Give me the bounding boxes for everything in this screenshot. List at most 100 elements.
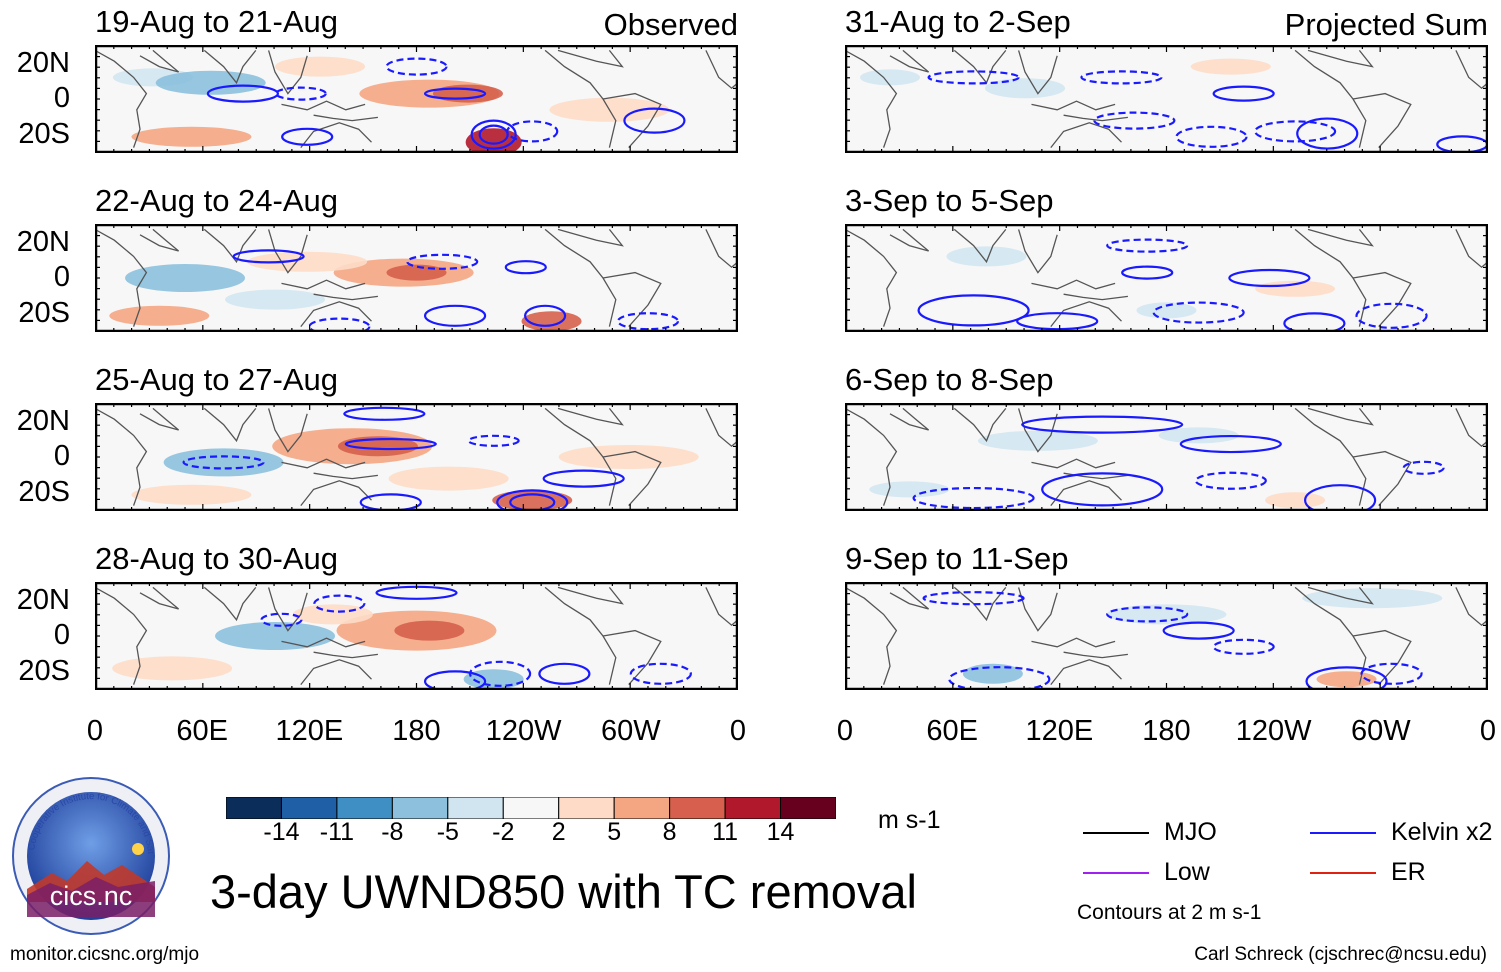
colorbar-tick-label: 11: [712, 818, 739, 846]
kelvin-contour: [506, 120, 559, 143]
coastline: [1017, 50, 1058, 95]
coastline: [313, 114, 378, 122]
coastline: [1352, 450, 1412, 507]
kelvin-contour: [1296, 117, 1359, 150]
coastline: [602, 450, 662, 507]
anomaly-shading: [1106, 604, 1227, 625]
latitude-label: 20N: [16, 405, 70, 437]
colorbar-swatch: [336, 797, 393, 819]
kelvin-contour: [1355, 302, 1428, 329]
coastline: [845, 49, 898, 148]
latitude-label: 20S: [18, 118, 70, 150]
colorbar: [226, 797, 836, 819]
kelvin-contour: [616, 312, 680, 331]
longitude-label: 60W: [1351, 715, 1411, 747]
coastline: [1063, 651, 1128, 659]
map-plot: [845, 224, 1488, 332]
coastline: [1050, 301, 1122, 328]
kelvin-contour: [1121, 265, 1174, 280]
anomaly-shading: [1158, 427, 1239, 444]
kelvin-contour: [1254, 120, 1337, 143]
kelvin-contour: [917, 294, 1030, 327]
coastline: [1294, 407, 1367, 506]
kelvin-contour: [1016, 312, 1099, 331]
anomaly-shading: [558, 445, 699, 469]
legend-label: Low: [1164, 858, 1210, 886]
kelvin-contour: [406, 253, 479, 270]
longitude-label: 120E: [275, 715, 344, 747]
kelvin-contour: [1305, 666, 1388, 690]
kelvin-contour: [538, 662, 591, 685]
anomaly-shading: [1302, 588, 1443, 609]
legend-note: Contours at 2 m s-1: [1077, 901, 1262, 924]
coastline: [1017, 587, 1058, 632]
anomaly-shading: [492, 490, 573, 511]
coastline: [557, 407, 624, 426]
coastline: [313, 651, 378, 659]
coastline: [889, 586, 930, 610]
kelvin-contour: [281, 127, 334, 146]
colorbar-tick-label: -11: [319, 818, 355, 846]
panel-title: 6-Sep to 8-Sep: [845, 362, 1054, 397]
anomaly-shading: [112, 656, 233, 681]
kelvin-contour: [1080, 70, 1163, 85]
coastline: [1017, 229, 1058, 274]
latitude-label: 0: [53, 261, 70, 293]
main-title: 3-day UWND850 with TC removal: [210, 865, 917, 918]
colorbar-swatch: [613, 797, 671, 819]
longitude-label: 180: [392, 715, 441, 747]
kelvin-contour: [1162, 621, 1235, 640]
kelvin-contour: [478, 124, 509, 145]
coastline: [203, 49, 257, 85]
map-panel: [95, 582, 738, 690]
legend-label: ER: [1391, 858, 1426, 886]
kelvin-contour: [948, 666, 1051, 690]
kelvin-contour: [524, 304, 567, 327]
kelvin-contour: [1152, 301, 1245, 324]
anomaly-shading: [860, 69, 921, 86]
coastline: [953, 407, 1007, 443]
map-panel: [95, 224, 738, 332]
anomaly-shading: [131, 126, 252, 147]
anomaly-shading: [225, 289, 326, 310]
kelvin-contour: [1179, 434, 1282, 454]
coastline: [95, 49, 148, 148]
panel-title: 19-Aug to 21-Aug: [95, 4, 339, 39]
coastline: [705, 587, 738, 627]
latitude-label: 20S: [18, 297, 70, 329]
coastline: [1050, 122, 1122, 149]
coastline: [1031, 637, 1116, 648]
coastline: [1063, 293, 1128, 301]
kelvin-contour: [623, 107, 686, 134]
coastline: [1352, 271, 1412, 328]
map-plot: [95, 45, 738, 153]
anomaly-shading: [386, 264, 447, 281]
legend-line: [1083, 872, 1149, 874]
kelvin-contour: [1228, 268, 1311, 288]
cics-logo: cics.nc Cooperative Institute for Climat…: [12, 777, 170, 935]
latitude-label: 20S: [18, 476, 70, 508]
anomaly-shading: [109, 305, 210, 326]
panel-title: 22-Aug to 24-Aug: [95, 183, 339, 218]
coastline: [1294, 586, 1367, 685]
coastline: [95, 407, 148, 506]
coastline: [267, 50, 308, 95]
kelvin-contour: [504, 260, 547, 275]
kelvin-contour: [423, 304, 487, 327]
colorbar-units: m s-1: [878, 806, 941, 834]
longitude-label: 0: [729, 715, 747, 747]
anomaly-shading: [275, 56, 366, 77]
anomaly-shading: [432, 84, 503, 103]
kelvin-contour: [1106, 606, 1189, 623]
panel-title: 28-Aug to 30-Aug: [95, 541, 339, 576]
coastline: [139, 228, 180, 252]
colorbar-swatch: [391, 797, 449, 819]
coastline: [267, 587, 308, 632]
longitude-label: 0: [836, 715, 854, 747]
kelvin-contour: [313, 594, 366, 613]
coastline: [281, 637, 366, 648]
map-panel: [845, 45, 1488, 153]
coastline: [1031, 458, 1116, 469]
coastline: [1455, 50, 1488, 90]
coastline: [1352, 92, 1412, 149]
